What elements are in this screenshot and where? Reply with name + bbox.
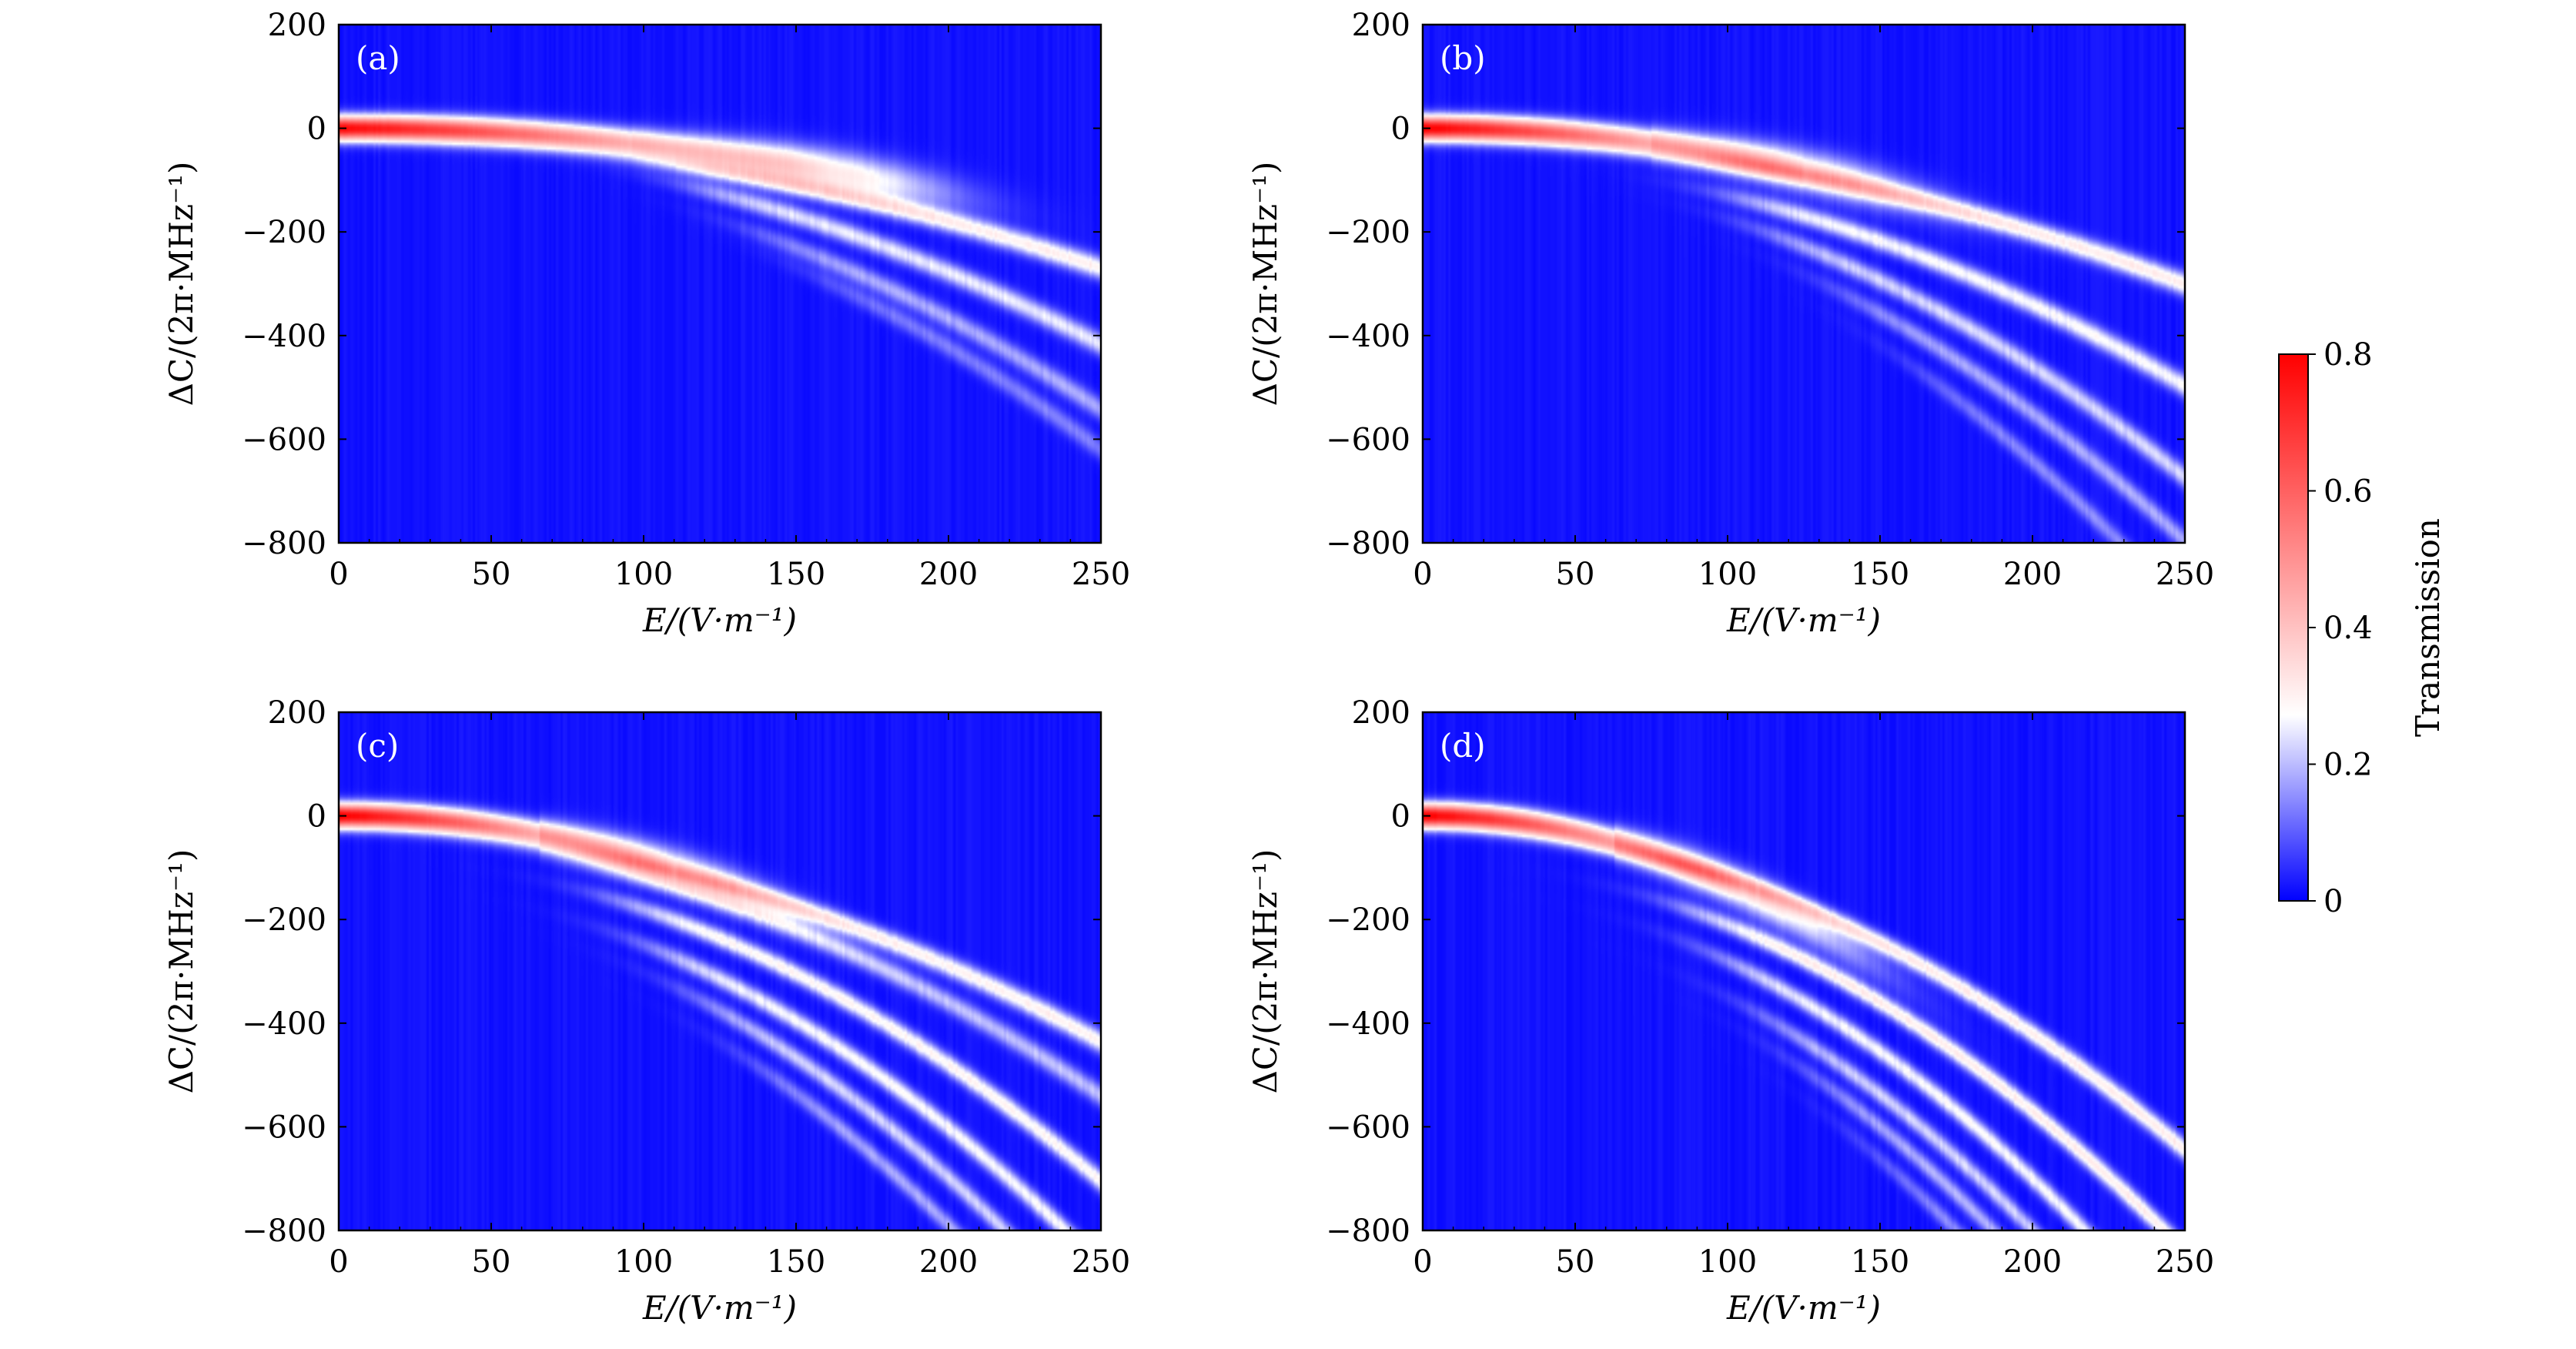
y-tick-label: 0 [307,112,326,147]
x-axis-label: E/(V·m⁻¹) [642,1289,797,1327]
x-tick-label: 100 [1698,557,1757,592]
colorbar-ticks: 0.8 0.6 0.4 0.2 0 [2308,337,2373,919]
y-axis-label: ΔC/(2π·MHz⁻¹) [162,849,200,1094]
colorbar-tick-label: 0.8 [2323,337,2373,373]
x-axis-label: E/(V·m⁻¹) [1726,1289,1881,1327]
panel-label: (a) [356,39,400,77]
x-tick-label: 250 [2156,1244,2214,1280]
colorbar-tick-label: 0.2 [2323,748,2373,783]
panel-d: (d) 0 50 100 150 200 250 200 0 −200 −400 −600 −800 E/… [1246,695,2214,1327]
y-tick-label: 200 [1352,8,1410,43]
heatmap-image [1423,712,2185,1230]
y-tick-label: −200 [242,215,326,250]
x-tick-label: 150 [767,1244,825,1280]
colorbar-tick-label: 0.6 [2323,474,2373,510]
x-axis-label: E/(V·m⁻¹) [642,601,797,639]
plot-frame [337,23,1102,544]
y-tick-label: −600 [1326,1110,1410,1145]
heatmap-image [339,25,1101,543]
y-tick-label: −200 [1326,215,1410,250]
colorbar-label: Transmission [2409,518,2447,737]
y-tick-label: −800 [242,1213,326,1249]
plot-frame [337,711,1102,1232]
x-tick-label: 100 [614,1244,673,1280]
x-tick-label: 0 [1413,1244,1432,1280]
y-tick-label: 200 [268,695,326,731]
x-tick-label: 150 [1851,1244,1909,1280]
y-tick-label: −200 [1326,902,1410,938]
y-tick-label: 0 [1391,799,1410,835]
panel-label: (c) [356,727,399,765]
x-tick-label: 0 [1413,557,1432,592]
x-tick-label: 250 [2156,557,2214,592]
panel-label: (b) [1440,39,1486,77]
y-tick-label: −400 [1326,319,1410,354]
colorbar-gradient [2278,353,2309,902]
y-tick-label: −600 [242,1110,326,1145]
y-tick-label: −400 [1326,1006,1410,1042]
panel-a: (a) 0 50 100 150 200 250 200 0 −200 −400 −600 −800 E/… [162,8,1130,639]
panel-label: (d) [1440,727,1486,765]
y-tick-label: −200 [242,902,326,938]
x-tick-label: 50 [1556,557,1595,592]
x-tick-label: 50 [472,1244,511,1280]
colorbar-tick-label: 0 [2323,884,2343,919]
x-tick-label: 200 [919,1244,978,1280]
colorbar: 0.8 0.6 0.4 0.2 0 Transmission [2278,337,2447,919]
y-tick-label: −600 [1326,422,1410,457]
x-tick-label: 250 [1072,557,1130,592]
x-tick-label: 200 [2003,557,2062,592]
heatmap-image [339,712,1101,1230]
x-tick-label: 150 [767,557,825,592]
x-tick-label: 200 [919,557,978,592]
plot-frame [1421,23,2186,544]
plot-frame [1421,711,2186,1232]
x-tick-label: 200 [2003,1244,2062,1280]
y-tick-label: 200 [1352,695,1410,731]
x-tick-label: 150 [1851,557,1909,592]
x-axis-label: E/(V·m⁻¹) [1726,601,1881,639]
y-tick-label: −400 [242,319,326,354]
panel-b: (b) 0 50 100 150 200 250 200 0 −200 −400 −600 −800 E/… [1246,8,2214,639]
y-tick-label: 0 [307,799,326,835]
y-tick-label: −400 [242,1006,326,1042]
x-tick-label: 250 [1072,1244,1130,1280]
y-axis-label: ΔC/(2π·MHz⁻¹) [1246,162,1284,407]
x-tick-label: 50 [472,557,511,592]
y-tick-label: −800 [1326,1213,1410,1249]
x-tick-label: 100 [614,557,673,592]
x-tick-label: 0 [329,557,348,592]
y-axis-label: ΔC/(2π·MHz⁻¹) [1246,849,1284,1094]
x-tick-label: 100 [1698,1244,1757,1280]
y-tick-label: 0 [1391,112,1410,147]
y-tick-label: −800 [242,526,326,561]
heatmap-image [1423,25,2185,543]
y-tick-label: 200 [268,8,326,43]
y-axis-label: ΔC/(2π·MHz⁻¹) [162,162,200,407]
x-tick-label: 0 [329,1244,348,1280]
panel-c: (c) 0 50 100 150 200 250 200 0 −200 −400 −600 −800 E/… [162,695,1130,1327]
panels-layer: (a) 0 50 100 150 200 250 200 0 −200 −400 −600 −800 E/… [162,8,2214,1327]
y-tick-label: −800 [1326,526,1410,561]
colorbar-tick-label: 0.4 [2323,611,2373,646]
y-tick-label: −600 [242,422,326,457]
x-tick-label: 50 [1556,1244,1595,1280]
